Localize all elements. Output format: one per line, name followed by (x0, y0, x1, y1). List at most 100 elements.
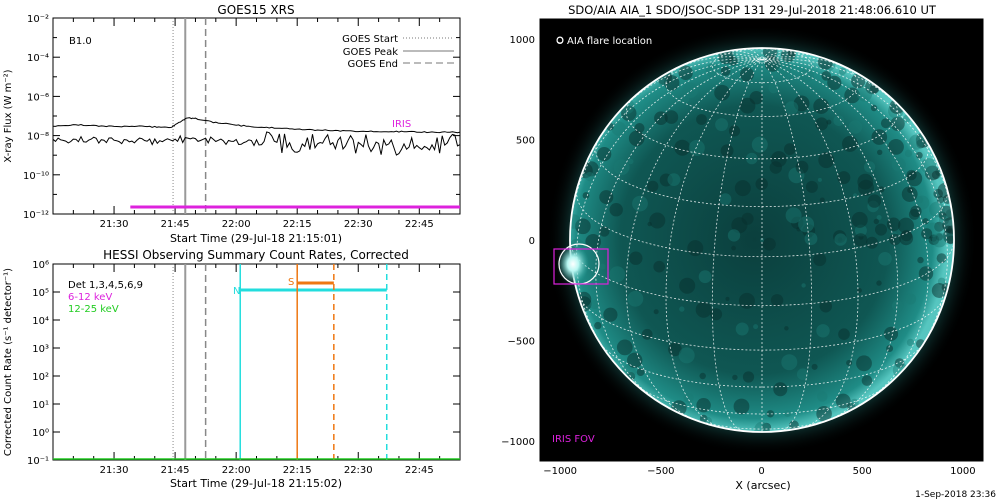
hessi-y-axis-label: Corrected Count Rate (s⁻¹ detector⁻¹) (3, 268, 14, 456)
disk-mottle (720, 144, 734, 158)
disk-mottle (932, 232, 947, 248)
saa-label: S (288, 277, 294, 288)
disk-mottle (816, 324, 830, 338)
disk-mottle (801, 283, 806, 288)
disk-mottle (826, 119, 832, 125)
disk-mottle (898, 217, 914, 234)
disk-mottle (627, 290, 644, 307)
goes-y-tick-label: 10⁻¹⁰ (23, 171, 49, 182)
disk-mottle (838, 67, 847, 76)
hessi-legend: Det 1,3,4,5,6,9 6-12 keV 12-25 keV (68, 280, 143, 315)
disk-mottle (848, 120, 863, 134)
legend-detectors: Det 1,3,4,5,6,9 (68, 280, 143, 291)
aia-panel: SDO/AIA AIA_1 SDO/JSOC-SDP 131 29-Jul-20… (501, 3, 996, 500)
iris-label: IRIS (392, 119, 411, 130)
disk-mottle (904, 149, 913, 158)
disk-mottle (656, 371, 663, 378)
aia-x-tick-label: −1000 (543, 466, 577, 477)
hessi-y-tick-label: 10³ (32, 344, 49, 355)
disk-mottle (928, 234, 940, 245)
disk-mottle (854, 233, 868, 247)
goes-y-tick-label: 10⁻⁶ (27, 92, 49, 103)
disk-mottle (582, 192, 590, 199)
goes-series-short (53, 131, 460, 156)
disk-mottle (621, 105, 637, 122)
disk-mottle (719, 193, 732, 206)
disk-mottle (741, 212, 754, 225)
disk-mottle (833, 115, 845, 126)
disk-mottle (599, 263, 606, 270)
aia-x-tick-label: 1000 (950, 466, 975, 477)
disk-mottle (929, 201, 945, 218)
disk-mottle (731, 245, 736, 251)
disk-mottle (735, 322, 749, 336)
disk-mottle (821, 71, 831, 81)
disk-mottle (668, 342, 682, 357)
disk-mottle (838, 328, 850, 341)
disk-mottle (649, 212, 666, 229)
hessi-x-tick-label: 22:15 (283, 465, 312, 476)
goes-y-ticks: 10⁻² 10⁻⁴ 10⁻⁶ 10⁻⁸ 10⁻¹⁰ 10⁻¹² (23, 14, 460, 221)
disk-mottle (833, 230, 847, 244)
disk-mottle (749, 91, 763, 105)
grid-line (570, 242, 954, 307)
goes-series-long (53, 117, 460, 134)
disk-mottle (808, 233, 813, 238)
disk-mottle (894, 358, 905, 368)
aia-y-ticks: 1000 500 0 −500 −1000 (501, 35, 983, 448)
disk-mottle (659, 173, 673, 187)
disk-mottle (936, 195, 945, 204)
disk-mottle (877, 149, 883, 155)
goes-panel: GOES15 XRS 10⁻² 10⁻⁴ 10⁻⁶ 10⁻⁸ 10⁻¹⁰ 10⁻¹² 21… (3, 3, 461, 245)
hessi-panel: HESSI Observing Summary Count Rates, Cor… (3, 248, 461, 490)
disk-mottle (931, 283, 947, 298)
disk-mottle (866, 236, 878, 249)
disk-mottle (629, 251, 643, 265)
grid-line (665, 63, 859, 118)
disk-mottle (856, 355, 872, 372)
disk-mottle (861, 375, 873, 386)
hessi-x-tick-label: 21:45 (161, 465, 190, 476)
disk-mottle (942, 228, 954, 244)
disk-mottle (632, 195, 648, 212)
disk-mottle (886, 217, 901, 232)
grid-line (761, 59, 948, 353)
disk-mottle (682, 82, 698, 98)
disk-mottle (915, 195, 930, 210)
grid-line (761, 59, 813, 432)
disk-mottle (802, 224, 816, 238)
grid-line (576, 191, 948, 258)
disk-mottle (658, 77, 668, 86)
disk-mottle (784, 101, 799, 115)
legend-goes-peak: GOES Peak (343, 47, 398, 58)
disk-mottle (725, 296, 730, 301)
disk-mottle (585, 234, 601, 250)
hessi-y-tick-label: 10⁻¹ (27, 456, 49, 467)
disk-mottle (931, 170, 941, 180)
aia-x-ticks: −1000 −500 0 500 1000 (543, 19, 976, 477)
disk-mottle (705, 63, 720, 78)
goes-x-tick-label: 22:45 (405, 219, 434, 230)
disk-mottle (653, 260, 665, 273)
hessi-x-tick-label: 21:30 (100, 465, 129, 476)
hessi-plot-frame (52, 263, 461, 461)
goes-x-tick-label: 22:30 (344, 219, 373, 230)
disk-mottle (817, 177, 822, 182)
disk-mottle (609, 203, 623, 217)
aia-x-tick-label: 500 (853, 466, 872, 477)
grid-line (625, 97, 899, 160)
hessi-y-tick-label: 10⁶ (32, 260, 49, 271)
footer-date: 1-Sep-2018 23:36 (915, 490, 996, 500)
goes-x-tick-label: 21:45 (161, 219, 190, 230)
grid-line (600, 343, 924, 388)
heliographic-grid (570, 48, 954, 432)
hessi-y-tick-label: 10⁵ (32, 288, 49, 299)
disk-mottle (710, 308, 723, 321)
goes-class-label: B1.0 (69, 36, 92, 47)
disk-mottle (936, 253, 947, 264)
iris-fov-box (553, 248, 609, 285)
disk-mottle (647, 221, 652, 227)
disk-mottle (742, 371, 755, 383)
disk-mottle (805, 180, 818, 193)
